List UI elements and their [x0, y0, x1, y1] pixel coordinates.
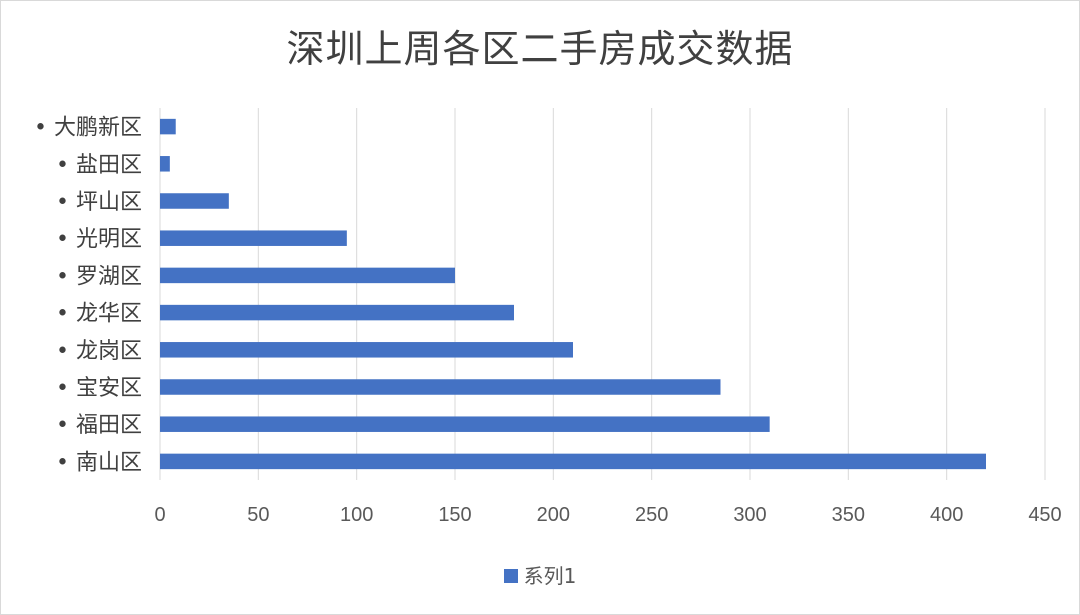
category-label: • 盐田区 — [56, 153, 142, 178]
x-tick-label: 300 — [733, 504, 766, 526]
bar — [160, 267, 455, 284]
category-label: • 大鹏新区 — [34, 116, 142, 141]
bar — [160, 342, 573, 358]
category-label: • 龙华区 — [56, 302, 142, 327]
category-label: • 坪山区 — [56, 190, 142, 215]
bar — [160, 416, 770, 432]
bar — [160, 118, 176, 135]
legend: 系列1 — [0, 560, 1080, 589]
bar — [160, 193, 229, 209]
category-labels: • 大鹏新区 • 盐田区 • 坪山区 • 光明区 • 罗湖区 • 龙华区 • 龙岗区 • 宝安… — [34, 116, 142, 476]
category-label: • 光明区 — [56, 227, 142, 252]
legend-swatch — [503, 568, 518, 583]
bar — [160, 156, 170, 172]
chart-title: 深圳上周各区二手房成交数据 — [286, 27, 794, 71]
category-label: • 福田区 — [56, 413, 142, 438]
legend-label: 系列1 — [523, 564, 577, 588]
category-label: • 宝安区 — [56, 376, 142, 401]
bar — [160, 453, 986, 470]
x-tick-label: 50 — [247, 504, 269, 526]
x-tick-label: 350 — [832, 504, 865, 526]
bar — [160, 379, 721, 395]
bar — [160, 304, 514, 321]
category-label: • 罗湖区 — [56, 264, 142, 289]
x-tick-label: 0 — [154, 504, 165, 526]
x-tick-label: 400 — [930, 504, 963, 526]
x-tick-labels: 0 50 100 150 200 250 300 350 400 450 — [154, 504, 1061, 526]
bars — [160, 118, 986, 470]
x-tick-label: 200 — [537, 504, 570, 526]
category-label: • 南山区 — [56, 450, 142, 475]
x-tick-label: 100 — [340, 504, 373, 526]
bar — [160, 230, 347, 246]
x-tick-label: 450 — [1028, 504, 1061, 526]
category-label: • 龙岗区 — [56, 339, 142, 364]
x-tick-label: 250 — [635, 504, 668, 526]
x-tick-label: 150 — [438, 504, 471, 526]
